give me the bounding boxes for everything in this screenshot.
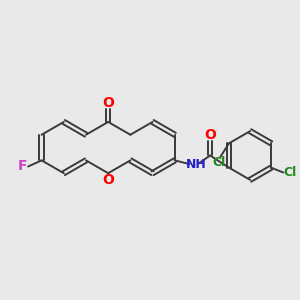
Text: O: O	[102, 173, 114, 187]
Text: O: O	[102, 96, 114, 110]
Text: F: F	[18, 160, 28, 173]
Text: Cl: Cl	[284, 166, 297, 179]
Text: O: O	[204, 128, 216, 142]
Text: NH: NH	[186, 158, 207, 170]
Text: Cl: Cl	[213, 156, 226, 169]
